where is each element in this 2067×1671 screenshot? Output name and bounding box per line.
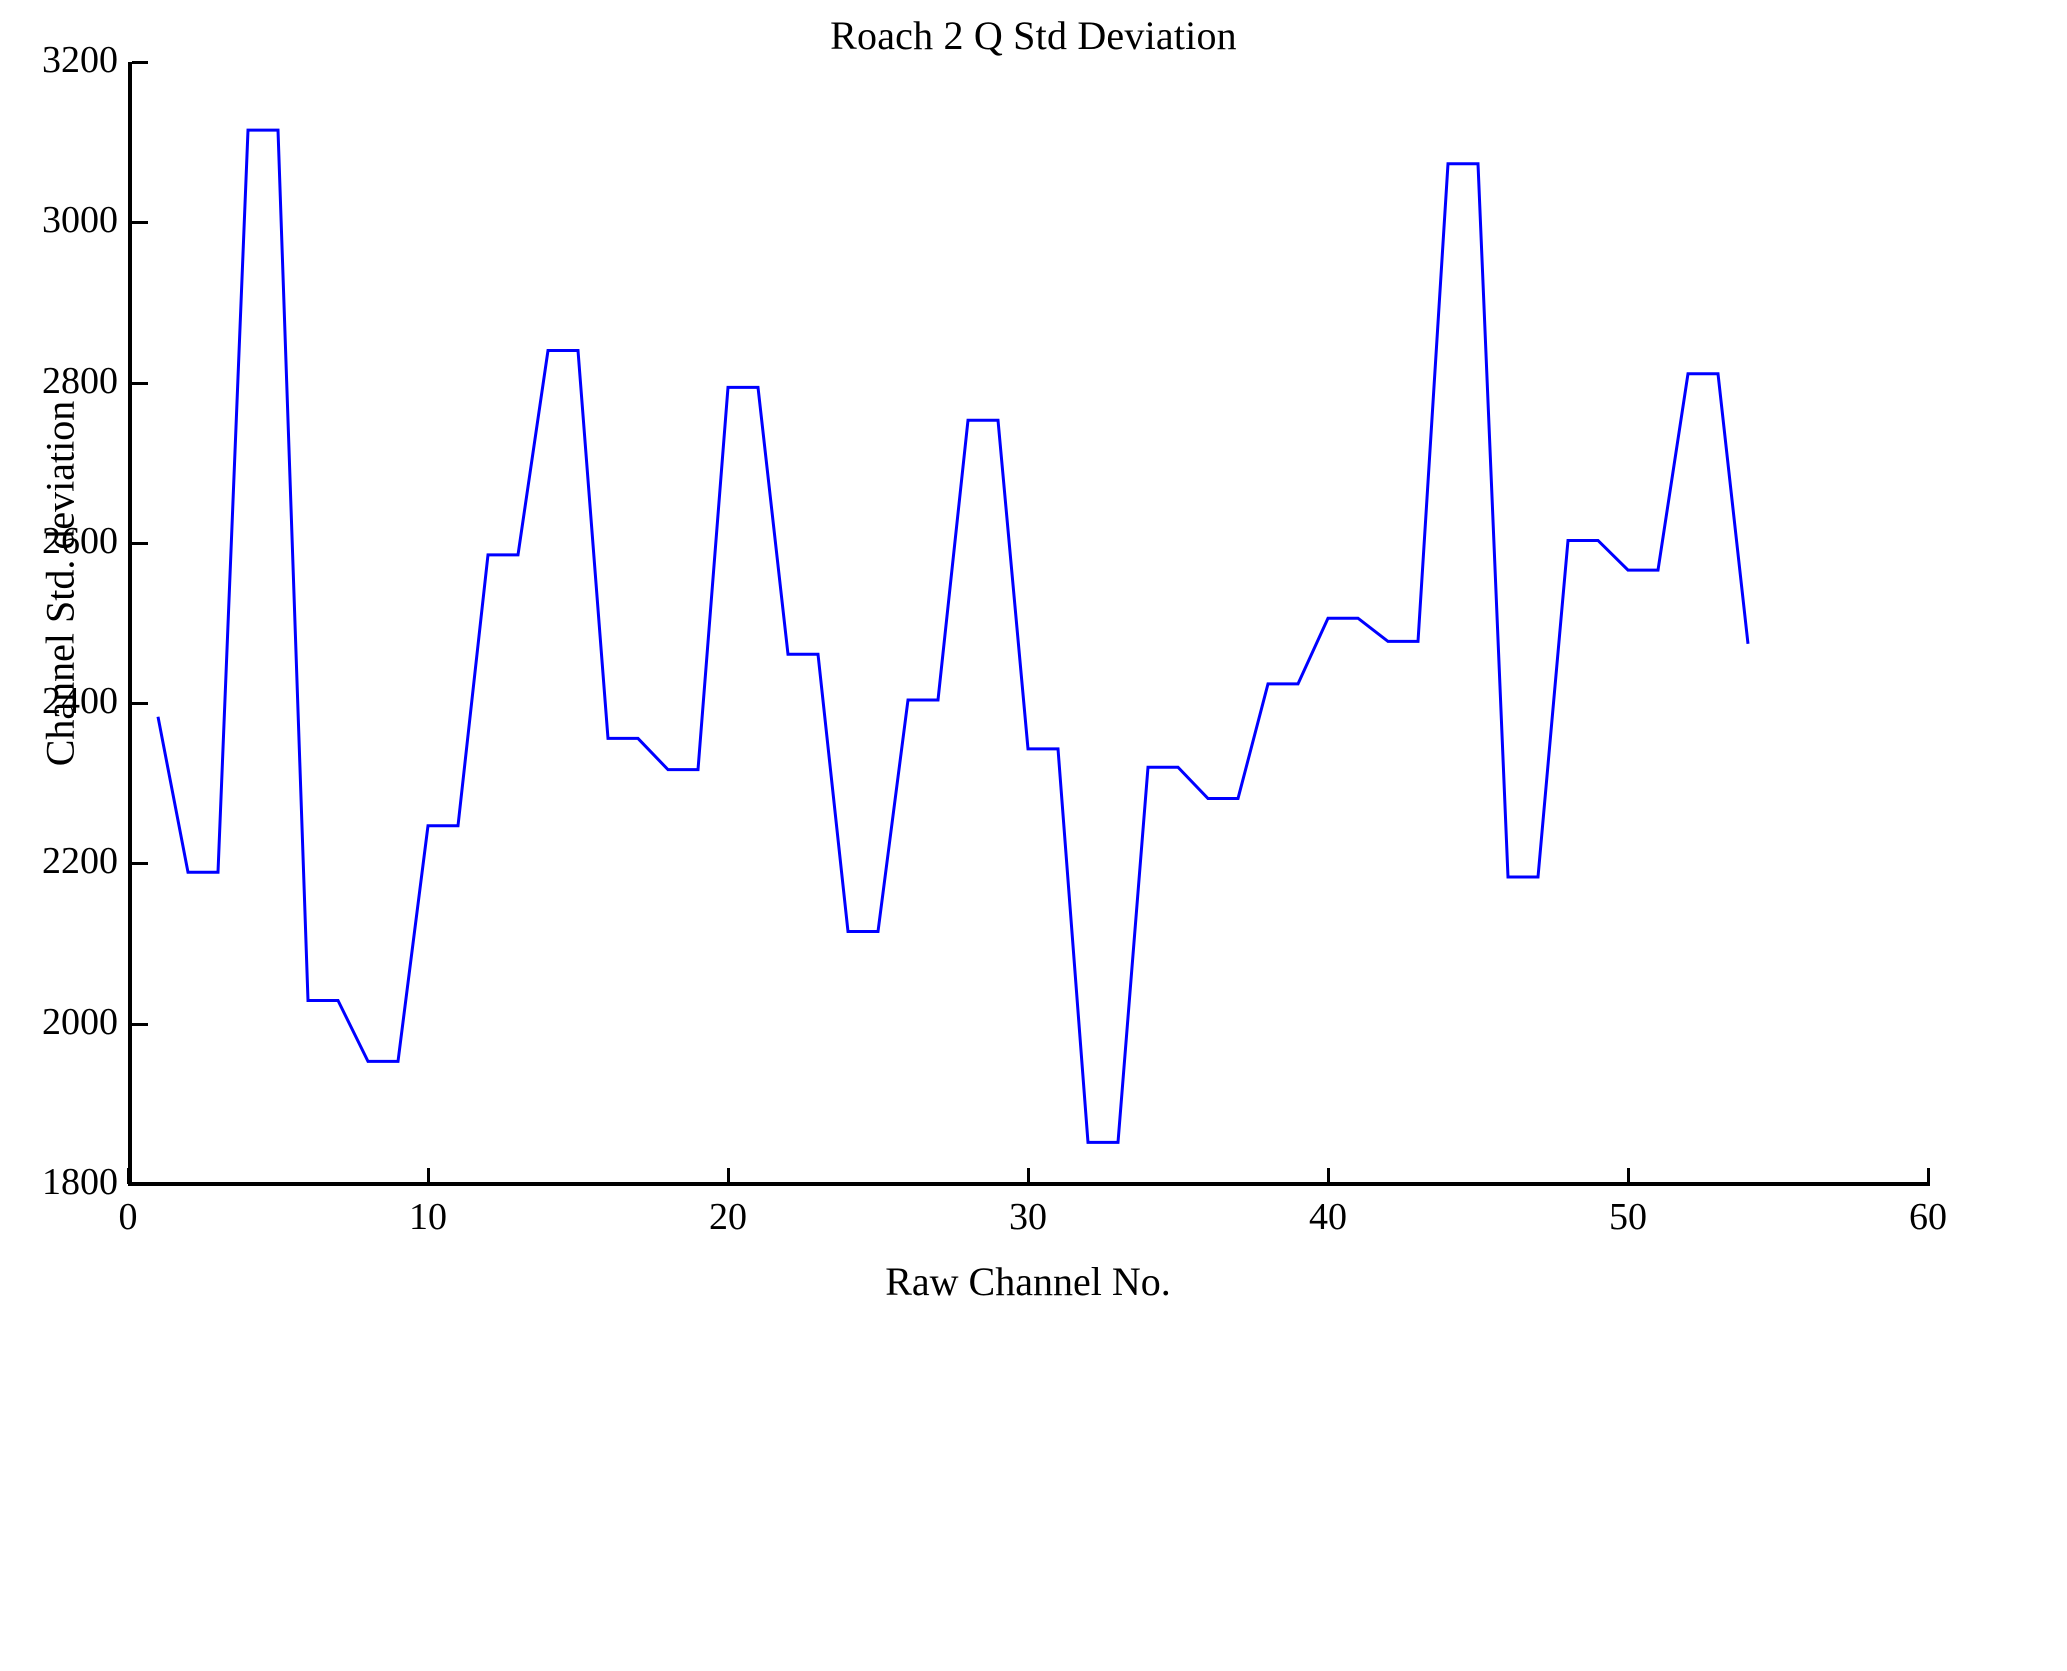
x-tick-label: 50 (1609, 1196, 1647, 1238)
y-tick-label: 2000 (42, 1000, 118, 1043)
y-tick-mark (132, 702, 148, 706)
x-tick-mark (1027, 1168, 1030, 1184)
x-tick-mark (1327, 1168, 1330, 1184)
y-axis-line (128, 62, 132, 1186)
x-axis-label: Raw Channel No. (885, 1259, 1171, 1304)
x-tick-mark (727, 1168, 730, 1184)
x-tick-mark (1627, 1168, 1630, 1184)
y-tick-label: 2400 (42, 680, 118, 723)
data-line-plot (156, 128, 1750, 1144)
x-tick-label: 10 (409, 1196, 447, 1238)
y-tick-label: 2200 (42, 840, 118, 883)
x-tick-label: 30 (1009, 1196, 1047, 1238)
x-tick-label: 60 (1909, 1196, 1947, 1238)
series-polyline (156, 128, 1750, 1144)
chart-title: Roach 2 Q Std Deviation (830, 13, 1237, 58)
y-axis-label: Channel Std. deviation (37, 400, 83, 767)
y-tick-mark (132, 862, 148, 866)
y-tick-label: 3200 (42, 39, 118, 81)
x-tick-label: 0 (118, 1196, 138, 1238)
y-tick-mark (132, 221, 148, 225)
x-tick-label: 40 (1309, 1196, 1347, 1238)
y-tick-mark (132, 541, 148, 545)
y-tick-label: 1800 (42, 1161, 118, 1203)
y-tick-label: 2600 (42, 519, 118, 562)
x-tick-mark (427, 1168, 430, 1184)
y-tick-mark (132, 61, 148, 64)
x-tick-label: 20 (709, 1196, 747, 1238)
y-tick-mark (132, 381, 148, 385)
y-tick-label: 3000 (42, 199, 118, 242)
y-tick-mark (132, 1022, 148, 1026)
x-tick-mark (127, 1168, 130, 1184)
x-axis-line (128, 1182, 1930, 1186)
y-tick-label: 2800 (42, 359, 118, 402)
y-tick-mark (132, 1183, 148, 1186)
x-tick-mark (1927, 1168, 1930, 1184)
